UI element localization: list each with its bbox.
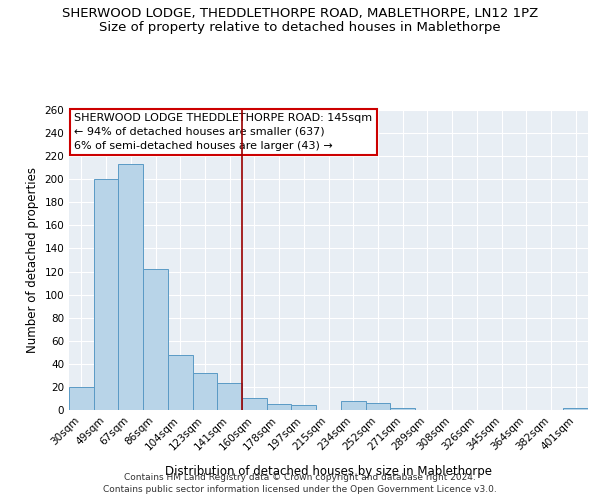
Bar	[118, 164, 143, 410]
Text: Size of property relative to detached houses in Mablethorpe: Size of property relative to detached ho…	[99, 21, 501, 34]
Bar	[217, 384, 242, 410]
Bar	[193, 373, 217, 410]
Bar	[365, 403, 390, 410]
Bar	[563, 408, 588, 410]
Bar	[390, 408, 415, 410]
Bar	[168, 354, 193, 410]
Bar	[143, 269, 168, 410]
Bar	[94, 179, 118, 410]
Bar	[69, 387, 94, 410]
Bar	[292, 406, 316, 410]
Bar	[267, 404, 292, 410]
Text: SHERWOOD LODGE, THEDDLETHORPE ROAD, MABLETHORPE, LN12 1PZ: SHERWOOD LODGE, THEDDLETHORPE ROAD, MABL…	[62, 8, 538, 20]
Bar	[242, 398, 267, 410]
Y-axis label: Number of detached properties: Number of detached properties	[26, 167, 39, 353]
Bar	[341, 401, 365, 410]
Text: Distribution of detached houses by size in Mablethorpe: Distribution of detached houses by size …	[166, 464, 493, 477]
Text: SHERWOOD LODGE THEDDLETHORPE ROAD: 145sqm
← 94% of detached houses are smaller (: SHERWOOD LODGE THEDDLETHORPE ROAD: 145sq…	[74, 113, 373, 151]
Text: Contains HM Land Registry data © Crown copyright and database right 2024.
Contai: Contains HM Land Registry data © Crown c…	[103, 472, 497, 494]
